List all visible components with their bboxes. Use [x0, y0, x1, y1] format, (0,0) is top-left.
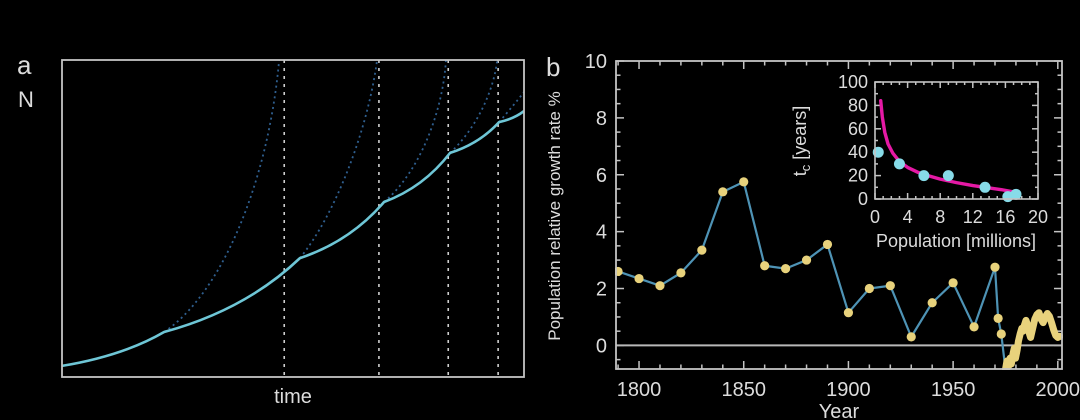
decade-data-point — [760, 261, 770, 271]
decade-data-point — [718, 187, 728, 197]
panel-b-x-axis-label: Year — [819, 401, 860, 420]
inset-ylabel-units: [years] — [790, 106, 810, 165]
y-tick-label: 2 — [596, 279, 607, 301]
x-tick-label: 1900 — [826, 379, 871, 401]
decade-data-point — [801, 255, 812, 265]
doubling-time-data-point — [942, 170, 954, 182]
decade-data-point — [781, 264, 791, 274]
decade-data-point — [676, 268, 686, 278]
y-tick-label: 0 — [596, 335, 607, 357]
inset-ylabel-t: t — [790, 171, 810, 176]
decade-data-point — [697, 245, 707, 255]
inset-y-tick-label: 100 — [838, 72, 868, 92]
decade-data-point — [885, 281, 895, 291]
panel-a-frame — [61, 59, 525, 378]
inset-x-tick-label: 20 — [1028, 207, 1048, 227]
data-point — [993, 313, 1003, 323]
decade-data-point — [864, 283, 874, 294]
y-tick-label: 8 — [596, 108, 607, 130]
inset-x-tick-label: 16 — [995, 207, 1015, 227]
inset-x-tick-label: 12 — [963, 207, 983, 227]
inset-background — [875, 82, 1038, 199]
doubling-time-data-point — [893, 158, 905, 170]
inset-y-axis-label: tc [years] — [790, 106, 813, 177]
inset-y-tick-label: 0 — [858, 189, 868, 209]
inset-plot-area: 0 4 8 12 16 20 0 20 40 60 80 100 — [838, 72, 1048, 227]
panel-b-letter: b — [546, 52, 560, 82]
data-point — [996, 329, 1006, 339]
inset-y-tick-label: 20 — [848, 166, 868, 186]
panel-a-y-axis-label: N — [18, 87, 34, 112]
inset-doubling-time: 0 4 8 12 16 20 0 20 40 60 80 100 Population [millio… — [790, 72, 1048, 251]
inset-ylabel-sub-c: c — [798, 164, 813, 171]
panel-b-y-axis-label: Population relative growth rate % — [545, 91, 564, 340]
decade-data-point — [739, 177, 749, 187]
panel-a-x-axis-label: time — [274, 386, 312, 408]
inset-y-tick-label: 80 — [848, 95, 868, 115]
x-tick-label: 1950 — [931, 379, 976, 401]
decade-data-point — [843, 308, 854, 318]
decade-data-point — [948, 278, 958, 288]
exponential-extrapolation-curve — [299, 59, 378, 259]
panel-a-letter: a — [17, 50, 32, 80]
decade-data-point — [927, 298, 937, 308]
doubling-time-data-point — [979, 181, 991, 193]
population-curve — [61, 110, 525, 368]
y-tick-label: 6 — [596, 165, 607, 187]
y-tick-label: 4 — [596, 222, 607, 244]
growth-rate-line — [617, 180, 1007, 370]
panel-a: a N time — [17, 50, 525, 408]
decade-data-point — [990, 262, 1000, 272]
panel-b: b Population relative growth rate % Year… — [545, 51, 1080, 420]
x-tick-label: 1800 — [617, 379, 662, 401]
inset-x-axis-label: Population [millions] — [876, 231, 1036, 251]
doubling-time-data-point — [918, 170, 930, 182]
annual-growth-rate-trace — [1001, 309, 1063, 370]
decade-data-point — [906, 332, 916, 342]
inset-y-tick-label: 40 — [848, 142, 868, 162]
decade-data-point — [615, 266, 623, 277]
inset-frame — [874, 81, 1039, 200]
panel-b-frame — [615, 60, 1063, 370]
decade-data-point — [634, 273, 644, 284]
inset-x-tick-label: 8 — [935, 207, 945, 227]
decade-data-point — [822, 239, 833, 250]
exponential-extrapolation-curve — [163, 59, 281, 333]
x-tick-label: 1850 — [721, 379, 766, 401]
doubling-time-data-point — [1010, 188, 1022, 200]
panel-a-plot-area — [61, 59, 525, 377]
decade-data-point — [655, 281, 665, 291]
decade-data-point — [969, 322, 979, 332]
inset-y-tick-label: 60 — [848, 119, 868, 139]
inset-x-tick-label: 4 — [903, 207, 913, 227]
inset-x-tick-label: 0 — [870, 207, 880, 227]
y-tick-label: 10 — [585, 51, 607, 73]
panel-b-plot-area — [615, 177, 1063, 370]
exponential-extrapolation-curve — [449, 59, 499, 154]
exponential-extrapolation-curve — [383, 59, 447, 203]
x-tick-label: 2000 — [1036, 379, 1080, 401]
